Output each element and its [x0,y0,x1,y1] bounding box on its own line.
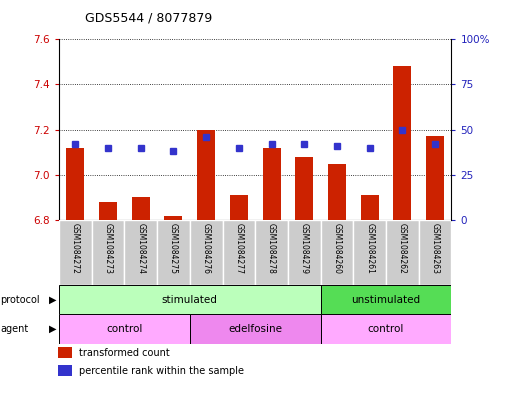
Bar [66,148,84,220]
Bar [255,220,288,285]
Text: agent: agent [0,324,28,334]
Bar [59,285,321,314]
Text: GDS5544 / 8077879: GDS5544 / 8077879 [85,12,212,25]
Bar [328,163,346,220]
Bar [426,136,444,220]
Bar [393,66,411,220]
Text: GSM1084260: GSM1084260 [332,223,342,274]
Bar [361,195,379,220]
Text: protocol: protocol [0,295,40,305]
Bar [321,314,451,344]
Bar [321,285,451,314]
Text: control: control [368,324,404,334]
Bar [190,220,223,285]
Bar [288,220,321,285]
Bar [223,220,255,285]
Text: ▶: ▶ [49,324,56,334]
Bar [157,220,190,285]
Text: percentile rank within the sample: percentile rank within the sample [80,365,244,376]
Text: GSM1084275: GSM1084275 [169,223,178,274]
Text: GSM1084278: GSM1084278 [267,223,276,274]
Text: control: control [106,324,143,334]
Text: edelfosine: edelfosine [228,324,282,334]
Text: stimulated: stimulated [162,295,218,305]
Bar [92,220,124,285]
Text: GSM1084262: GSM1084262 [398,223,407,274]
Bar [353,220,386,285]
Bar [295,157,313,220]
Bar [165,215,183,220]
Bar [58,347,71,358]
Text: GSM1084273: GSM1084273 [104,223,112,274]
Bar [124,220,157,285]
Text: GSM1084272: GSM1084272 [71,223,80,274]
Text: transformed count: transformed count [80,348,170,358]
Bar [59,314,190,344]
Bar [58,365,71,376]
Text: GSM1084277: GSM1084277 [234,223,243,274]
Bar [419,220,451,285]
Text: unstimulated: unstimulated [351,295,421,305]
Text: GSM1084263: GSM1084263 [430,223,440,274]
Text: GSM1084276: GSM1084276 [202,223,211,274]
Bar [197,130,215,220]
Text: GSM1084261: GSM1084261 [365,223,374,274]
Bar [386,220,419,285]
Bar [263,148,281,220]
Text: ▶: ▶ [49,295,56,305]
Text: GSM1084279: GSM1084279 [300,223,309,274]
Bar [132,197,150,220]
Bar [230,195,248,220]
Text: GSM1084274: GSM1084274 [136,223,145,274]
Bar [321,220,353,285]
Bar [190,314,321,344]
Bar [59,220,92,285]
Bar [99,202,117,220]
